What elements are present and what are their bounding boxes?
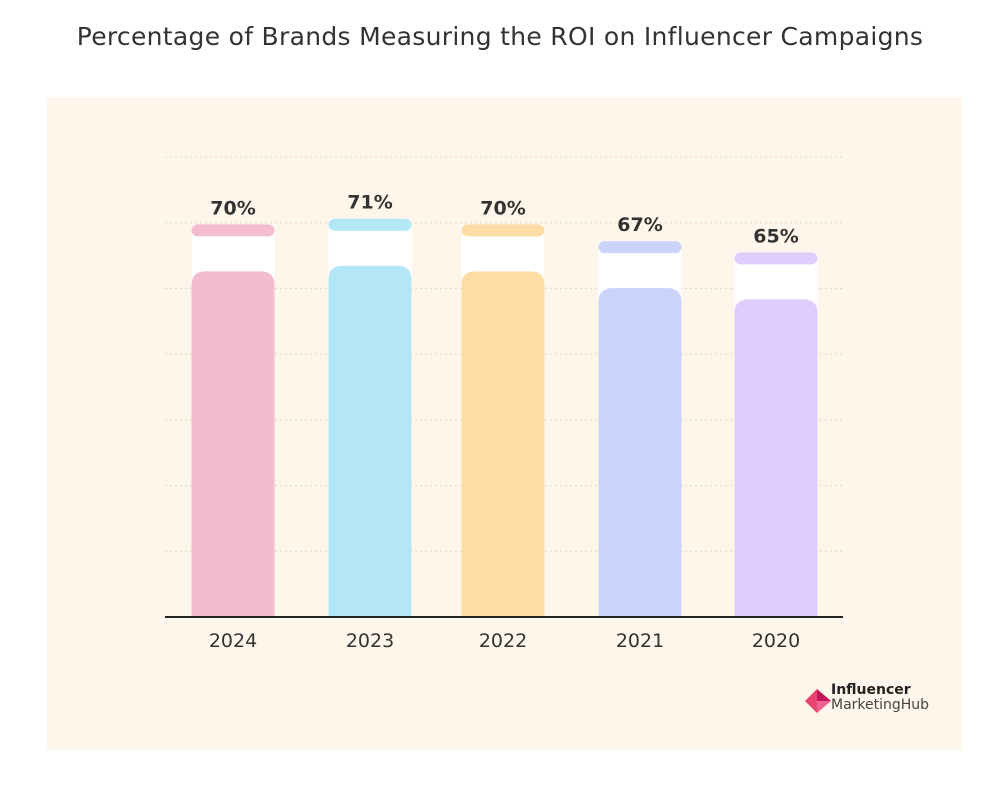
x-tick-label: 2023 xyxy=(346,630,394,652)
chart-title: Percentage of Brands Measuring the ROI o… xyxy=(76,22,924,51)
logo-line2: MarketingHub xyxy=(831,697,930,713)
data-label: 70% xyxy=(480,197,525,219)
bar-cap xyxy=(328,218,412,231)
data-label: 71% xyxy=(347,192,392,214)
bar xyxy=(734,299,818,617)
x-tick-label: 2022 xyxy=(479,630,527,652)
bar-cap xyxy=(461,224,545,237)
bar-cap xyxy=(734,252,818,265)
data-label: 67% xyxy=(617,214,662,236)
bar xyxy=(598,288,682,617)
logo-mark-icon xyxy=(805,689,831,713)
data-label: 65% xyxy=(753,225,798,247)
bar xyxy=(191,271,275,617)
x-tick-label: 2024 xyxy=(209,630,257,652)
x-tick-label: 2020 xyxy=(752,630,800,652)
bar xyxy=(328,265,412,617)
x-tick-label: 2021 xyxy=(616,630,664,652)
data-label: 70% xyxy=(210,197,255,219)
logo-line1: Influencer xyxy=(831,682,911,698)
bar xyxy=(461,271,545,617)
bar-cap xyxy=(598,241,682,254)
bar-cap xyxy=(191,224,275,237)
influencer-marketing-hub-logo: Influencer MarketingHub xyxy=(805,682,945,715)
